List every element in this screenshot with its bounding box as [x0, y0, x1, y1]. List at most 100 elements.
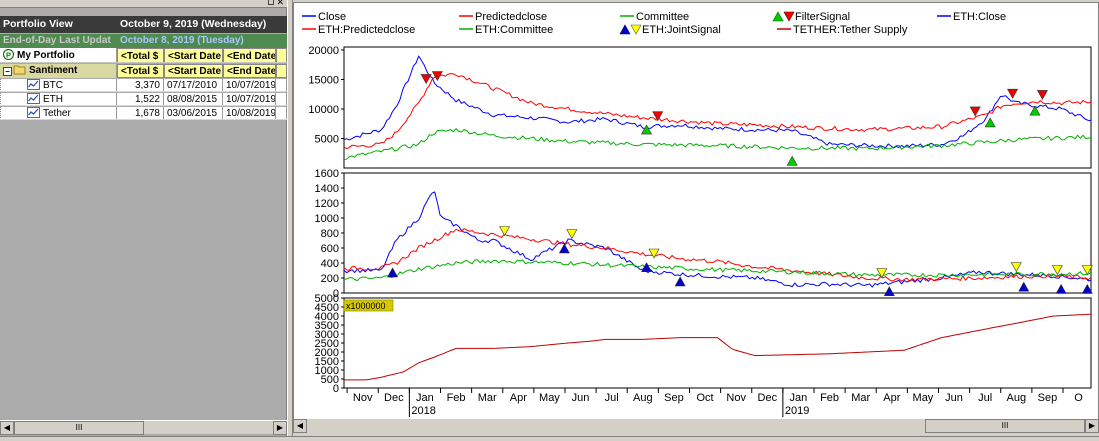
signal-down-marker: [499, 226, 511, 237]
x-month-label: Nov: [726, 392, 746, 404]
x-year-label: 2019: [785, 405, 809, 417]
y-tick-label: 600: [321, 243, 339, 255]
signal-up-marker: [1055, 283, 1067, 294]
item-name-cell: BTC: [0, 79, 117, 91]
col-more-header[interactable]: [276, 48, 287, 62]
signal-down-marker: [1051, 265, 1063, 276]
series-line-close: [343, 55, 1092, 149]
svg-text:P: P: [6, 50, 11, 59]
eod-label: End-of-Day Last Updat: [3, 35, 111, 46]
group-col-total[interactable]: <Total $: [117, 64, 164, 78]
y-tick-label: 15000: [308, 74, 339, 86]
eod-date: October 8, 2019 (Tuesday): [120, 35, 244, 46]
x-month-label: Sep: [1038, 392, 1058, 404]
chart-scroll-thumb[interactable]: III: [925, 419, 1085, 433]
y-tick-label: 2500: [315, 338, 339, 350]
portfolio-pane: ✕ Portfolio View October 9, 2019 (Wednes…: [0, 0, 287, 436]
signal-up-marker: [1029, 105, 1041, 116]
multiplier-badge: x1000000: [343, 299, 394, 312]
scroll-left-icon[interactable]: ◀: [0, 421, 14, 435]
group-row[interactable]: − Santiment <Total $ <Start Date <End Dat…: [0, 64, 287, 78]
signal-up-marker: [1081, 283, 1093, 294]
signal-up-marker: [674, 276, 686, 287]
item-name-cell: ETH: [0, 93, 117, 105]
x-month-label: Feb: [820, 392, 839, 404]
item-total: 1,522: [117, 93, 164, 105]
legend-eth-predictedclose: ETH:Predictedclose: [318, 24, 415, 36]
y-tick-label: 3000: [315, 329, 339, 341]
x-month-label: Jun: [572, 392, 590, 404]
item-start-date: 08/08/2015: [164, 93, 223, 105]
pane-splitter[interactable]: [287, 0, 293, 436]
status-bar: [0, 436, 1099, 441]
signal-down-marker: [1081, 265, 1093, 276]
line-chart-icon: [27, 93, 40, 104]
close-icon[interactable]: ✕: [276, 0, 284, 8]
group-col-end[interactable]: <End Date: [223, 64, 276, 78]
series-line-committee: [343, 127, 1092, 161]
chart-canvas[interactable]: Close Predictedclose Committee FilterSig…: [294, 3, 1098, 421]
x-month-label: Dec: [384, 392, 404, 404]
item-end-date: 10/07/2019: [223, 79, 276, 91]
signal-down-marker: [420, 74, 432, 85]
x-month-label: Feb: [447, 392, 466, 404]
col-end-header[interactable]: <End Date: [223, 48, 276, 62]
col-start-header[interactable]: <Start Date: [164, 48, 223, 62]
x-month-label: Mar: [851, 392, 870, 404]
chart-panels: 5000100001500020000020040060080010001200…: [308, 45, 1093, 395]
legend-filtersignal-up-icon: [772, 11, 784, 22]
chart-scrollbar[interactable]: ◀ III ▶: [293, 419, 1099, 434]
y-tick-label: 200: [321, 273, 339, 285]
signal-down-marker: [1007, 88, 1019, 99]
collapse-icon[interactable]: −: [3, 67, 12, 76]
pin-icon[interactable]: [268, 0, 274, 5]
portfolio-view-title: Portfolio View: [3, 18, 73, 30]
y-tick-label: 5000: [315, 293, 339, 305]
chart-legend: Close Predictedclose Committee FilterSig…: [302, 11, 1006, 36]
group-name-cell: − Santiment: [0, 64, 117, 78]
legend-committee: Committee: [636, 11, 689, 23]
x-month-label: May: [913, 392, 934, 404]
y-tick-label: 1200: [315, 198, 339, 210]
multiplier-badge-bg: [343, 299, 394, 312]
signal-up-marker: [1018, 281, 1030, 292]
x-month-label: Jul: [978, 392, 992, 404]
list-item[interactable]: BTC 3,370 07/17/2010 10/07/2019: [0, 79, 287, 92]
y-tick-label: 10000: [308, 104, 339, 116]
x-axis: Nov Dec Jan Feb Mar Apr May Jun Jul Aug Sep Oct Nov D…: [346, 388, 1083, 417]
group-col-more[interactable]: [276, 64, 287, 78]
y-tick-label: 500: [321, 374, 339, 386]
x-month-label: Aug: [633, 392, 653, 404]
chart-scroll-right-icon[interactable]: ▶: [1085, 419, 1099, 433]
group-col-start[interactable]: <Start Date: [164, 64, 223, 78]
scroll-right-icon[interactable]: ▶: [273, 421, 287, 435]
legend-jointsignal-down-icon: [630, 24, 642, 35]
chart-scroll-track[interactable]: [307, 419, 925, 434]
signal-up-marker: [558, 243, 570, 254]
portfolio-row[interactable]: P My Portfolio <Total $ <Start Date <End …: [0, 48, 287, 63]
chart-scroll-left-icon[interactable]: ◀: [293, 419, 307, 433]
col-total-header[interactable]: <Total $: [117, 48, 164, 62]
signal-up-marker: [641, 262, 653, 273]
signal-down-marker: [566, 229, 578, 240]
x-month-label: Apr: [510, 392, 527, 404]
item-total: 3,370: [117, 79, 164, 91]
scroll-track[interactable]: [144, 421, 273, 434]
scroll-thumb[interactable]: III: [14, 421, 144, 435]
x-year-label: 2018: [411, 405, 435, 417]
folder-icon: [13, 65, 26, 75]
list-item[interactable]: Tether 1,678 03/06/2015 10/08/2019: [0, 107, 287, 120]
signal-up-marker: [883, 286, 895, 297]
item-more: [276, 107, 287, 119]
legend-eth-jointsignal: ETH:JointSignal: [642, 24, 721, 36]
item-start-date: 03/06/2015: [164, 107, 223, 119]
horizontal-scrollbar[interactable]: ◀ III ▶: [0, 420, 287, 435]
signal-down-marker: [1010, 262, 1022, 273]
list-item[interactable]: ETH 1,522 08/08/2015 10/07/2019: [0, 93, 287, 106]
item-name-cell: Tether: [0, 107, 117, 119]
x-month-label: Jan: [416, 392, 434, 404]
series-line-eth-committee: [343, 259, 1092, 282]
portfolio-icon: P: [3, 49, 14, 60]
item-name: Tether: [43, 108, 71, 119]
